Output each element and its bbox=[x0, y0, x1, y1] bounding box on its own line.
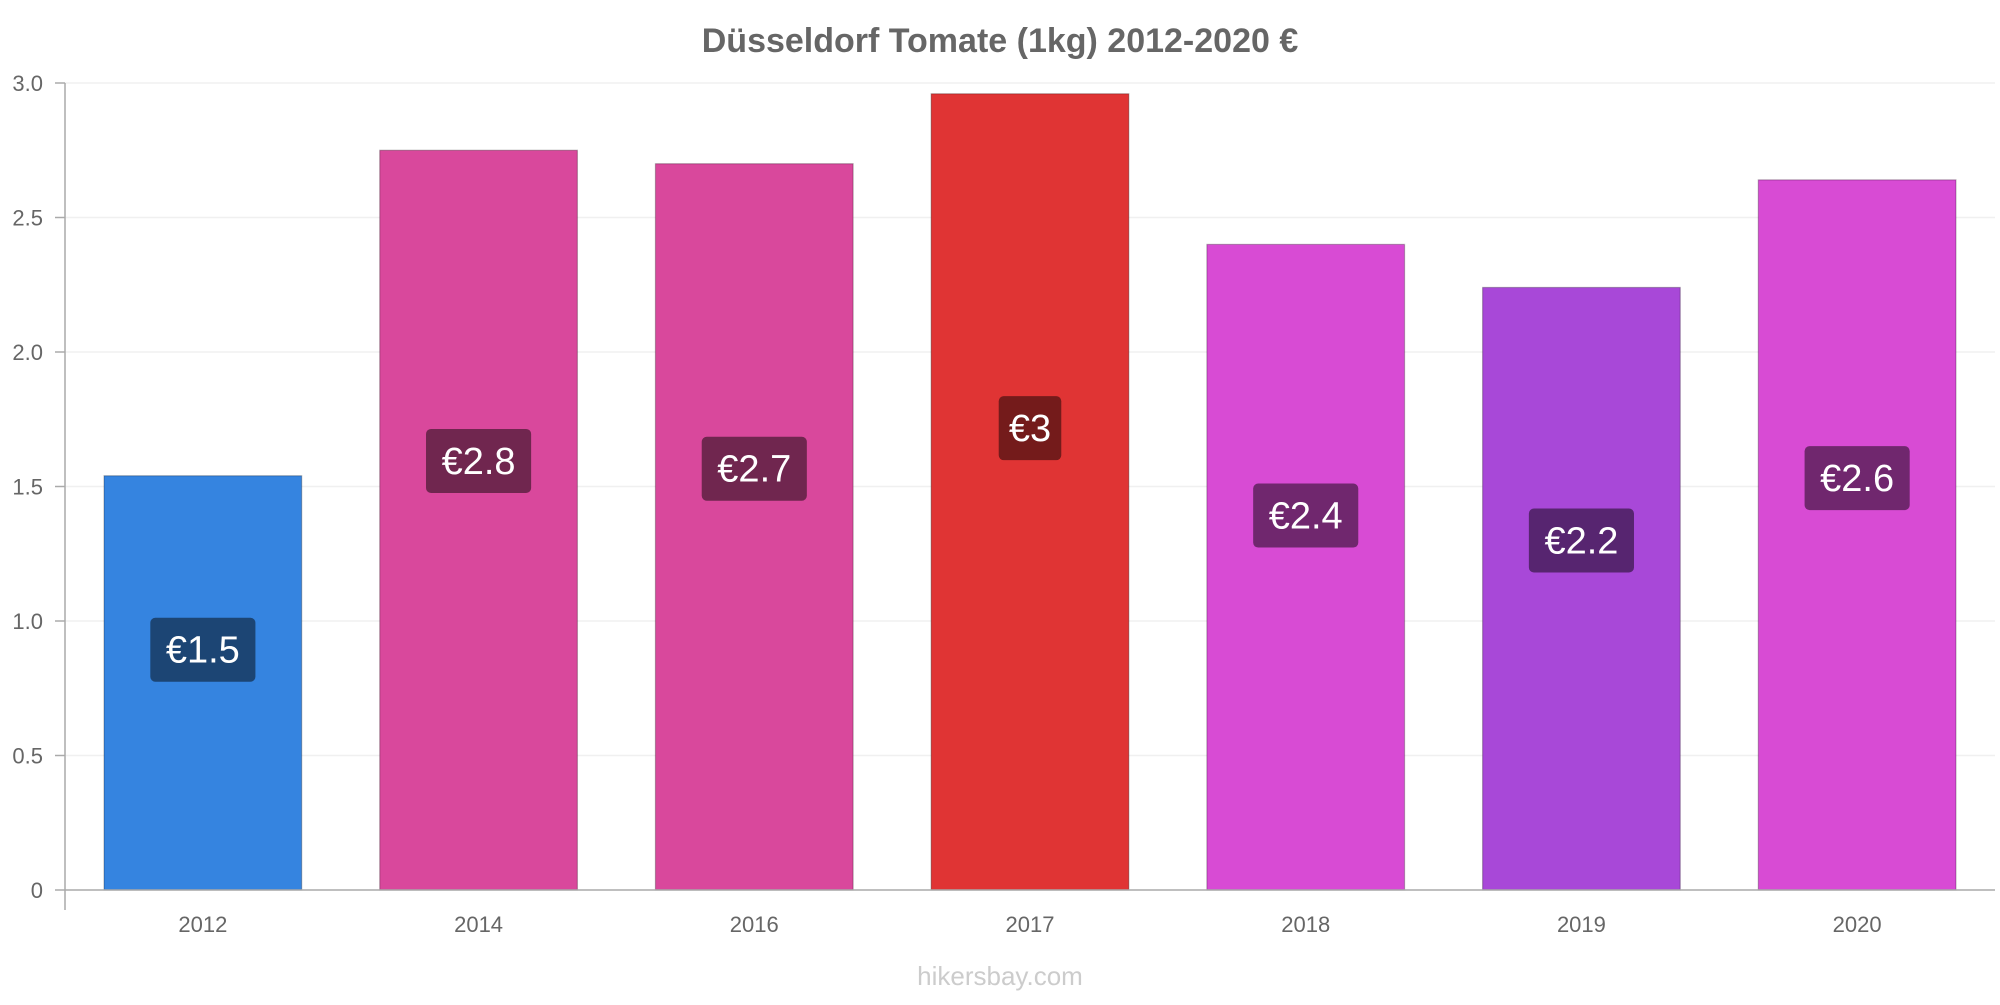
bar bbox=[1757, 179, 1957, 891]
y-tick-label: 2.0 bbox=[12, 340, 43, 365]
x-tick-label: 2014 bbox=[454, 912, 503, 937]
data-label: €1.5 bbox=[150, 617, 256, 682]
data-label-background bbox=[1804, 446, 1910, 511]
chart-title: Düsseldorf Tomate (1kg) 2012-2020 € bbox=[702, 22, 1299, 60]
x-tick-label: 2016 bbox=[730, 912, 779, 937]
data-label-text: €2.2 bbox=[1544, 521, 1618, 563]
data-label-text: €2.4 bbox=[1269, 496, 1343, 538]
data-label-text: €1.5 bbox=[166, 630, 240, 672]
bars bbox=[103, 93, 1957, 891]
data-label-background bbox=[998, 396, 1062, 461]
bar bbox=[103, 475, 303, 891]
y-tick-label: 0 bbox=[31, 878, 43, 903]
data-label-text: €2.6 bbox=[1820, 458, 1894, 500]
x-tick-label: 2020 bbox=[1833, 912, 1882, 937]
x-tick-label: 2012 bbox=[178, 912, 227, 937]
data-label: €2.4 bbox=[1253, 483, 1359, 548]
data-label-text: €3 bbox=[1009, 408, 1051, 450]
data-label: €3 bbox=[998, 396, 1062, 461]
x-tick-label: 2017 bbox=[1006, 912, 1055, 937]
bar bbox=[1206, 243, 1406, 891]
y-tick-label: 3.0 bbox=[12, 71, 43, 96]
bar bbox=[379, 149, 579, 891]
bar bbox=[1481, 286, 1681, 891]
data-label-text: €2.7 bbox=[717, 449, 791, 491]
data-label: €2.8 bbox=[426, 428, 532, 493]
x-tick-label: 2018 bbox=[1281, 912, 1330, 937]
data-label-background bbox=[426, 428, 532, 493]
y-tick-label: 0.5 bbox=[12, 744, 43, 769]
bar bbox=[930, 93, 1130, 891]
data-label-background bbox=[150, 617, 256, 682]
data-label-background bbox=[1253, 483, 1359, 548]
data-label: €2.7 bbox=[701, 436, 807, 501]
data-labels: €1.5 €2.8 €2.7 €3 €2.4 €2.2 €2.6 bbox=[150, 396, 1910, 682]
y-tick-label: 1.5 bbox=[12, 475, 43, 500]
data-label-text: €2.8 bbox=[442, 441, 516, 483]
bar bbox=[654, 163, 854, 891]
axes: 0 0.5 1.0 1.5 2.0 2.5 3.0 2012 2014 2016 2017 2018 2… bbox=[12, 71, 1995, 937]
data-label: €2.2 bbox=[1528, 508, 1634, 573]
y-tick-label: 1.0 bbox=[12, 609, 43, 634]
x-tick-label: 2019 bbox=[1557, 912, 1606, 937]
data-label-background bbox=[701, 436, 807, 501]
data-label: €2.6 bbox=[1804, 446, 1910, 511]
watermark-text: hikersbay.com bbox=[917, 961, 1083, 991]
y-tick-label: 2.5 bbox=[12, 206, 43, 231]
data-label-background bbox=[1528, 508, 1634, 573]
